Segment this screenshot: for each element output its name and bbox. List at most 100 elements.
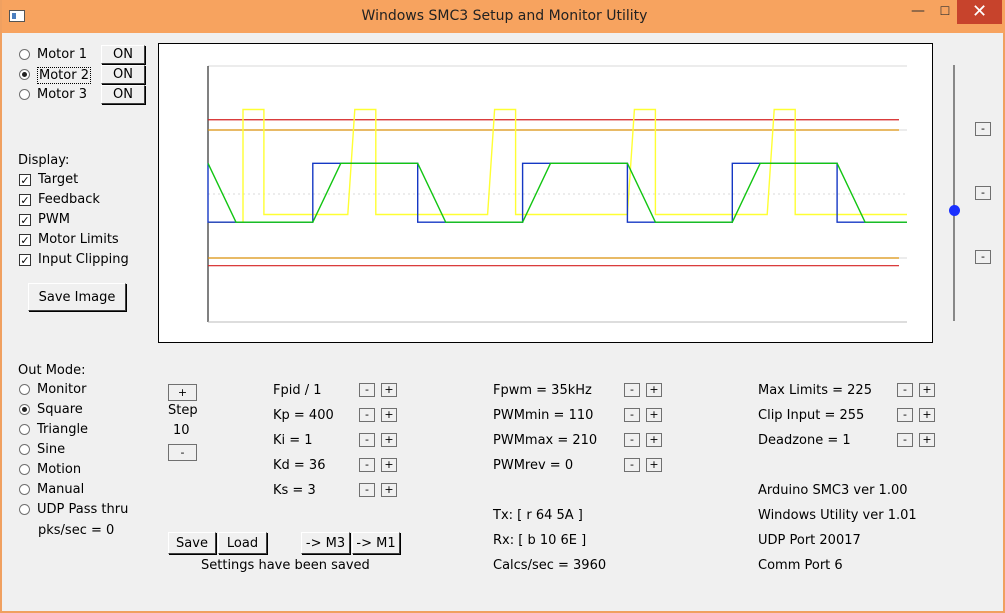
triangle-radio[interactable] (19, 424, 30, 435)
motor-3-label: Motor 3 (37, 87, 87, 102)
ki-minus-button[interactable]: - (359, 433, 375, 447)
kp-minus-button[interactable]: - (359, 408, 375, 422)
udp-pass-thru-radio[interactable] (19, 504, 30, 515)
series-line-0 (208, 108, 907, 223)
sine-radio[interactable] (19, 444, 30, 455)
series-line-1 (207, 162, 907, 223)
monitor-radio[interactable] (19, 384, 30, 395)
pwmrev-label: PWMrev = 0 (493, 458, 574, 473)
side-minus-button-3[interactable]: - (975, 250, 991, 264)
load-button[interactable]: Load (218, 532, 267, 554)
side-minus-button-1[interactable]: - (975, 122, 991, 136)
fpwm-label: Fpwm = 35kHz (493, 383, 592, 398)
udp-pass-thru-label: UDP Pass thru (37, 502, 129, 517)
display-heading: Display: (18, 153, 70, 168)
pwmmin-minus-button[interactable]: - (624, 408, 640, 422)
max-limits-label: Max Limits = 225 (758, 383, 872, 398)
title-bar: Windows SMC3 Setup and Monitor Utility —… (2, 0, 1005, 33)
pwmrev-minus-button[interactable]: - (624, 458, 640, 472)
kd-plus-button[interactable]: + (381, 458, 397, 472)
ki-label: Ki = 1 (273, 433, 313, 448)
deadzone-minus-button[interactable]: - (897, 433, 913, 447)
scale-slider-thumb[interactable] (949, 204, 960, 216)
app-icon[interactable] (9, 10, 25, 22)
out-mode-heading: Out Mode: (18, 363, 86, 378)
pwmrev-plus-button[interactable]: + (646, 458, 662, 472)
square-radio[interactable] (19, 404, 30, 415)
motor-limits-checkbox[interactable]: ✓ (19, 234, 31, 247)
feedback-label: Feedback (38, 192, 100, 207)
rx-readout: Rx: [ b 10 6E ] (493, 533, 587, 548)
ks-plus-button[interactable]: + (381, 483, 397, 497)
input-clipping-checkbox[interactable]: ✓ (19, 254, 31, 267)
calcs-readout: Calcs/sec = 3960 (493, 558, 607, 573)
triangle-label: Triangle (37, 422, 89, 437)
step-plus-button[interactable]: + (168, 384, 197, 401)
clip-input-plus-button[interactable]: + (919, 408, 935, 422)
motion-radio[interactable] (19, 464, 30, 475)
manual-radio[interactable] (19, 484, 30, 495)
target-checkbox[interactable]: ✓ (19, 174, 31, 187)
motor-2-label: Motor 2 (37, 67, 91, 84)
plot-chart (207, 65, 907, 323)
clip-input-label: Clip Input = 255 (758, 408, 865, 423)
close-button[interactable]: ✕ (957, 0, 1002, 24)
status-message: Settings have been saved (201, 558, 370, 573)
arduino-version: Arduino SMC3 ver 1.00 (758, 483, 908, 498)
max-limits-plus-button[interactable]: + (919, 383, 935, 397)
ki-plus-button[interactable]: + (381, 433, 397, 447)
input-clipping-label: Input Clipping (38, 252, 129, 267)
step-label: Step (168, 403, 198, 418)
manual-label: Manual (37, 482, 85, 497)
motor-1-on-button[interactable]: ON (101, 45, 145, 64)
window-title: Windows SMC3 Setup and Monitor Utility (361, 8, 648, 24)
fpid-label: Fpid / 1 (273, 383, 322, 398)
scale-slider-track[interactable] (953, 65, 955, 321)
pwm-checkbox[interactable]: ✓ (19, 214, 31, 227)
save-button[interactable]: Save (168, 532, 216, 554)
motor-1-label: Motor 1 (37, 47, 87, 62)
deadzone-label: Deadzone = 1 (758, 433, 851, 448)
pwmmax-plus-button[interactable]: + (646, 433, 662, 447)
motor-3-on-button[interactable]: ON (101, 85, 145, 104)
pwmmax-label: PWMmax = 210 (493, 433, 598, 448)
udp-port: UDP Port 20017 (758, 533, 861, 548)
motor-2-on-button[interactable]: ON (101, 65, 145, 84)
monitor-label: Monitor (37, 382, 87, 397)
motor-2-radio[interactable] (19, 69, 30, 80)
series-line-2 (207, 162, 907, 223)
fpwm-minus-button[interactable]: - (624, 383, 640, 397)
pwmmax-minus-button[interactable]: - (624, 433, 640, 447)
minimize-button[interactable]: — (911, 3, 925, 19)
motor-3-radio[interactable] (19, 89, 30, 100)
pwmmin-plus-button[interactable]: + (646, 408, 662, 422)
max-limits-minus-button[interactable]: - (897, 383, 913, 397)
clip-input-minus-button[interactable]: - (897, 408, 913, 422)
fpwm-plus-button[interactable]: + (646, 383, 662, 397)
fpid-plus-button[interactable]: + (381, 383, 397, 397)
kp-plus-button[interactable]: + (381, 408, 397, 422)
copy-to-m1-button[interactable]: -> M1 (352, 532, 400, 554)
kd-minus-button[interactable]: - (359, 458, 375, 472)
utility-version: Windows Utility ver 1.01 (758, 508, 917, 523)
ks-minus-button[interactable]: - (359, 483, 375, 497)
deadzone-plus-button[interactable]: + (919, 433, 935, 447)
step-minus-button[interactable]: - (168, 444, 197, 461)
fpid-minus-button[interactable]: - (359, 383, 375, 397)
side-minus-button-2[interactable]: - (975, 186, 991, 200)
target-label: Target (38, 172, 79, 187)
pks-per-sec: pks/sec = 0 (38, 523, 115, 538)
pwmmin-label: PWMmin = 110 (493, 408, 594, 423)
kd-label: Kd = 36 (273, 458, 326, 473)
feedback-checkbox[interactable]: ✓ (19, 194, 31, 207)
sine-label: Sine (37, 442, 66, 457)
copy-to-m3-button[interactable]: -> M3 (301, 532, 350, 554)
comm-port: Comm Port 6 (758, 558, 843, 573)
plot-area (158, 43, 933, 343)
motor-1-radio[interactable] (19, 49, 30, 60)
maximize-button[interactable]: ☐ (939, 4, 951, 18)
pwm-label: PWM (38, 212, 70, 227)
save-image-button[interactable]: Save Image (28, 283, 126, 311)
tx-readout: Tx: [ r 64 5A ] (493, 508, 583, 523)
